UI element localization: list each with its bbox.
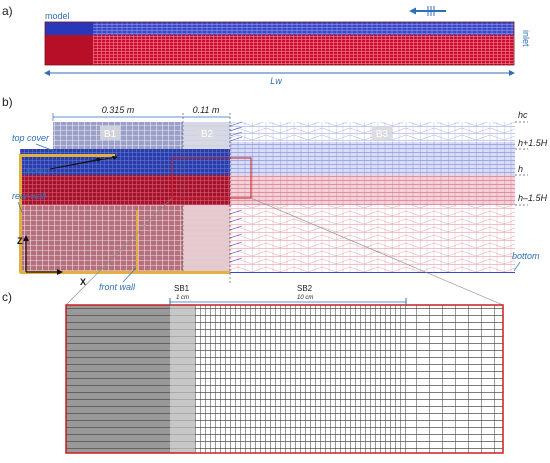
dimension-lines [52, 113, 230, 121]
panel-b: b) B1 B2 B3 [2, 95, 548, 292]
b1-water-band [20, 175, 183, 205]
fine-mesh-region [66, 305, 170, 453]
level-h-label: h [518, 164, 523, 174]
sb1-size: 1 cm [176, 295, 189, 301]
b1-bottom-water [20, 205, 183, 273]
level-h-plus-label: h+1.5H [518, 138, 548, 148]
model-outline [44, 21, 515, 66]
axis-x-label: X [80, 277, 86, 287]
axis-arrows-icon [23, 235, 63, 275]
sb1-label: SB1 [174, 284, 190, 293]
transition-fan [229, 121, 243, 263]
water-layer-mesh [93, 35, 514, 65]
b2-bottom-water [183, 205, 230, 273]
sb2-label: SB2 [297, 284, 313, 293]
level-h-minus-label: h–1.5H [518, 193, 548, 203]
b2-water-band [183, 175, 230, 205]
axis-z-label: Z [17, 236, 23, 246]
zoom-connectors [65, 197, 504, 306]
inlet-label: inlet [521, 30, 531, 47]
sb2-size: 10 cm [297, 295, 313, 301]
dimension-b1: 0.315 m [102, 105, 135, 115]
dimension-b2: 0.11 m [193, 105, 220, 115]
air-layer-mesh [93, 22, 514, 35]
rear-wall-label: rear wall [12, 191, 47, 201]
water-layer-solid [45, 35, 93, 65]
holes-label: holes [26, 166, 48, 176]
panel-c: c) SB1 1 cm SB2 10 cm [2, 284, 504, 454]
zoom-detail-outline [65, 304, 504, 454]
zoom-region [171, 157, 252, 199]
block-b1-label: B1 [104, 129, 117, 140]
front-wall-label: front wall [99, 282, 136, 292]
model-label: model [45, 11, 70, 21]
b3-water-band [230, 175, 515, 205]
b2-air-band [183, 149, 230, 175]
level-hc-label: hc [518, 110, 528, 120]
panel-b-label: b) [2, 95, 13, 109]
block-b2-label: B2 [201, 129, 214, 140]
wave-direction-arrow-icon [409, 6, 446, 16]
panel-a: a) model inlet Lw [2, 4, 531, 86]
panel-a-label: a) [2, 4, 13, 18]
b3-bottom-water [230, 205, 515, 273]
top-cover-label: top cover [12, 133, 50, 143]
length-dimension [44, 70, 515, 76]
block-b3-label: B3 [376, 129, 389, 140]
coarse-mesh-region [410, 305, 503, 453]
b1-air-band [20, 149, 183, 175]
air-layer-solid [45, 22, 93, 35]
sb1-transition-region [170, 305, 195, 453]
bottom-label: bottom [512, 251, 540, 261]
b3-air-band [230, 142, 515, 175]
panel-c-label: c) [2, 290, 12, 304]
sb2-mesh-region [195, 305, 410, 453]
length-label: Lw [270, 76, 282, 86]
